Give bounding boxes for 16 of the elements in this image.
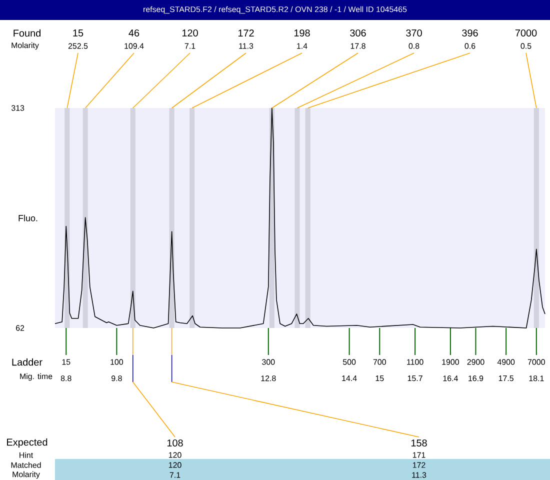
y-axis-title: Fluo. xyxy=(18,214,38,222)
text: 396 xyxy=(462,29,478,37)
text: 158 xyxy=(411,439,427,447)
text: 46 xyxy=(128,29,140,37)
text: Expected xyxy=(7,438,48,448)
text: 7000 xyxy=(515,29,537,37)
text: Found xyxy=(14,29,40,37)
text: Ladder xyxy=(12,358,42,366)
text: 120 xyxy=(182,29,198,37)
text: 198 xyxy=(294,29,310,37)
text: 370 xyxy=(406,29,422,37)
line-series xyxy=(54,108,546,328)
text: 172 xyxy=(238,30,254,36)
text: 15 xyxy=(73,30,84,36)
text: 306 xyxy=(350,29,366,37)
text: 108 xyxy=(167,439,183,447)
